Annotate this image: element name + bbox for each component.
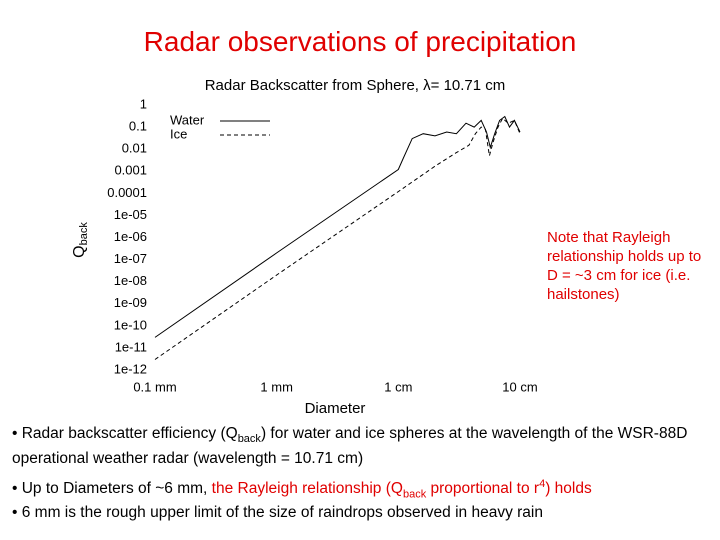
y-axis-label-main: Q xyxy=(71,245,88,257)
y-tick-label: 0.001 xyxy=(114,163,147,178)
legend-label: Water xyxy=(170,112,205,127)
y-tick-label: 1e-09 xyxy=(114,295,147,310)
y-axis-label: Qback xyxy=(71,222,90,258)
y-tick-label: 1e-08 xyxy=(114,273,147,288)
bullet: • Up to Diameters of ~6 mm, the Rayleigh… xyxy=(12,474,712,504)
bullet-text: • Up to Diameters of ~6 mm, xyxy=(12,480,212,498)
x-axis-label: Diameter xyxy=(305,400,366,417)
bullet: • 6 mm is the rough upper limit of the s… xyxy=(12,503,712,523)
y-tick-label: 0.01 xyxy=(122,141,147,156)
y-tick-label: 0.0001 xyxy=(107,185,147,200)
note: Note that Rayleigh relationship holds up… xyxy=(547,229,702,303)
y-tick-label: 1 xyxy=(140,96,147,111)
bullet-text: the Rayleigh relationship (Q xyxy=(211,480,403,498)
y-tick-label: 0.1 xyxy=(129,119,147,134)
bullet-text: ) for water and ice spheres at the wavel… xyxy=(12,425,688,468)
bullet-text: back xyxy=(237,433,261,446)
y-tick-label: 1e-10 xyxy=(114,317,147,332)
y-tick-label: 1e-05 xyxy=(114,207,147,222)
bullet-text: 4 xyxy=(539,478,546,490)
slide-title: Radar observations of precipitation xyxy=(143,26,577,57)
bullet-text: proportional to r xyxy=(426,480,540,498)
x-tick-label: 0.1 mm xyxy=(133,379,176,394)
legend-label: Ice xyxy=(170,126,187,141)
y-tick-label: 1e-07 xyxy=(114,251,147,266)
bullet-text: back xyxy=(402,488,427,501)
x-tick-label: 1 mm xyxy=(260,379,293,394)
bullet-text: ) holds xyxy=(545,480,592,498)
y-tick-label: 1e-12 xyxy=(114,361,147,376)
y-axis-label-sub: back xyxy=(78,222,90,246)
bullet: • Radar backscatter efficiency (Qback) f… xyxy=(12,424,712,469)
chart-title: Radar Backscatter from Sphere, λ= 10.71 … xyxy=(205,77,506,94)
data-line xyxy=(154,117,521,360)
x-tick-label: 10 cm xyxy=(502,379,537,394)
data-line xyxy=(154,115,521,338)
y-tick-label: 1e-06 xyxy=(114,229,147,244)
svg-text:Qback: Qback xyxy=(71,222,90,258)
bullet-text: • Radar backscatter efficiency (Q xyxy=(12,425,238,442)
y-tick-label: 1e-11 xyxy=(115,339,147,354)
x-tick-label: 1 cm xyxy=(384,379,412,394)
bullet-text: • 6 mm is the rough upper limit of the s… xyxy=(12,504,543,521)
